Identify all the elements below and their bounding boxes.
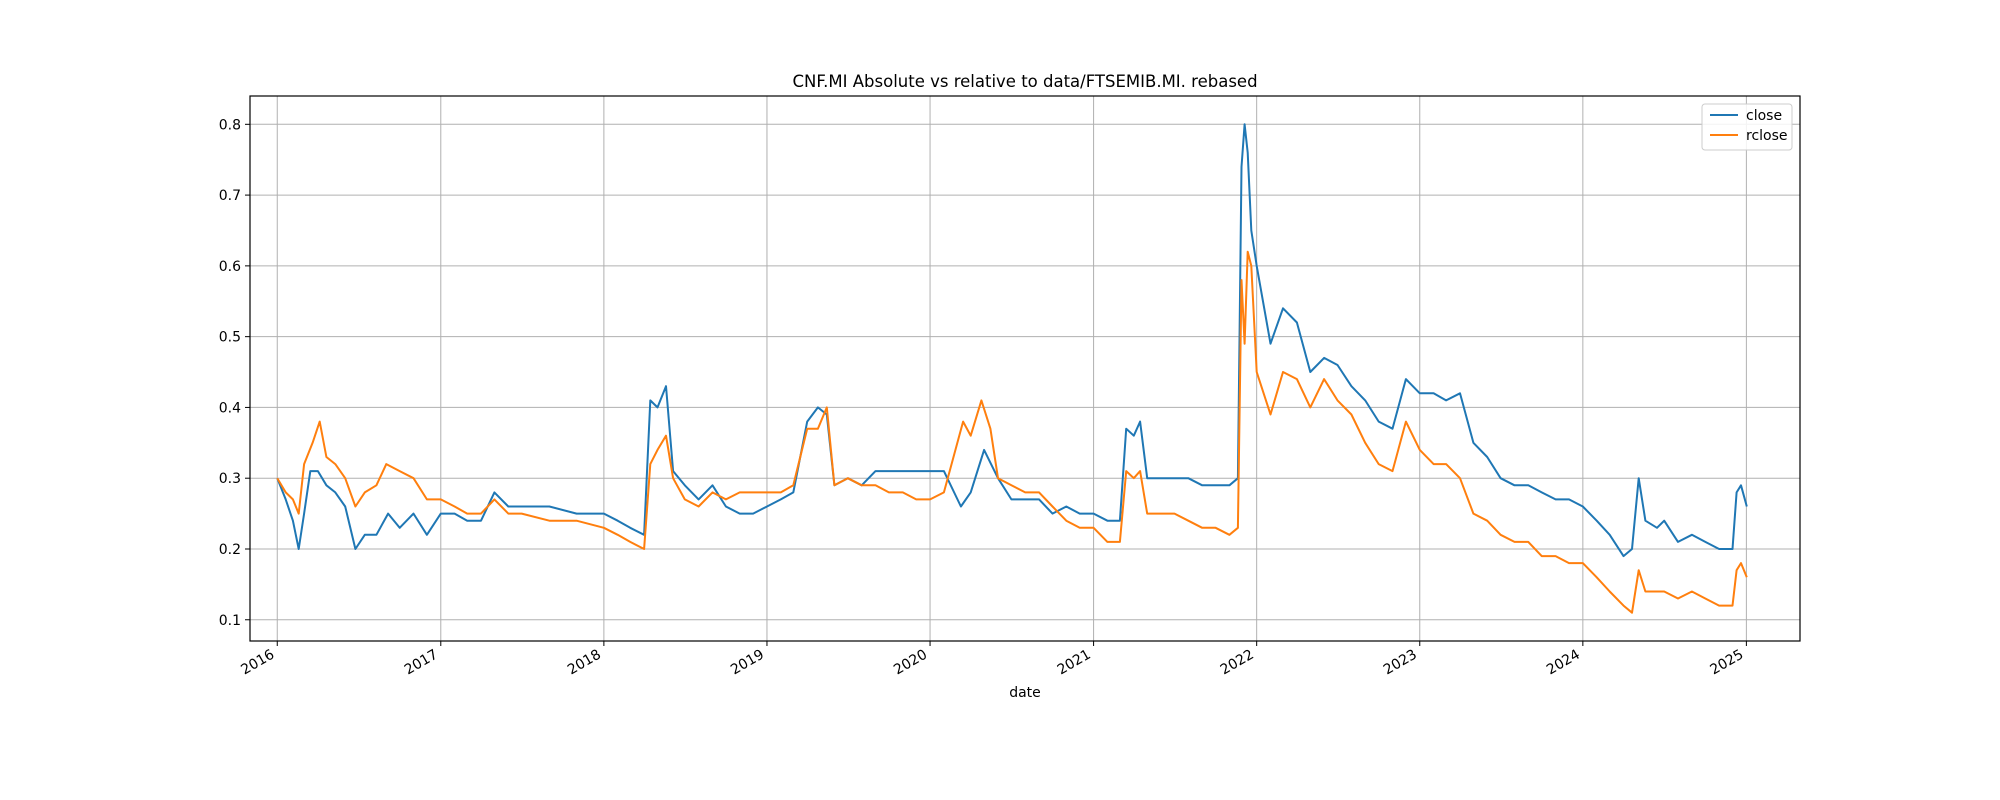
grid — [250, 96, 1800, 641]
y-tick-label: 0.6 — [219, 259, 241, 275]
y-tick-label: 0.4 — [219, 400, 241, 416]
y-tick-label: 0.1 — [219, 613, 241, 629]
series-layer — [276, 123, 1748, 614]
y-tick-label: 0.5 — [219, 330, 241, 346]
y-tick-label: 0.8 — [219, 117, 241, 133]
series-line-rclose — [276, 250, 1748, 614]
x-axis-label: date — [1009, 685, 1041, 701]
y-tick-label: 0.7 — [219, 188, 241, 204]
y-tick-label: 0.3 — [219, 471, 241, 487]
plot-frame — [249, 95, 1801, 642]
legend-label-close: close — [1746, 108, 1782, 124]
chart-title: CNF.MI Absolute vs relative to data/FTSE… — [792, 72, 1257, 91]
y-axis: 0.1 0.2 0.3 0.4 0.5 0.6 0.7 0.8 — [219, 117, 250, 629]
legend-label-rclose: rclose — [1746, 128, 1788, 144]
legend: close rclose — [1701, 103, 1793, 151]
y-tick-label: 0.2 — [219, 542, 241, 558]
